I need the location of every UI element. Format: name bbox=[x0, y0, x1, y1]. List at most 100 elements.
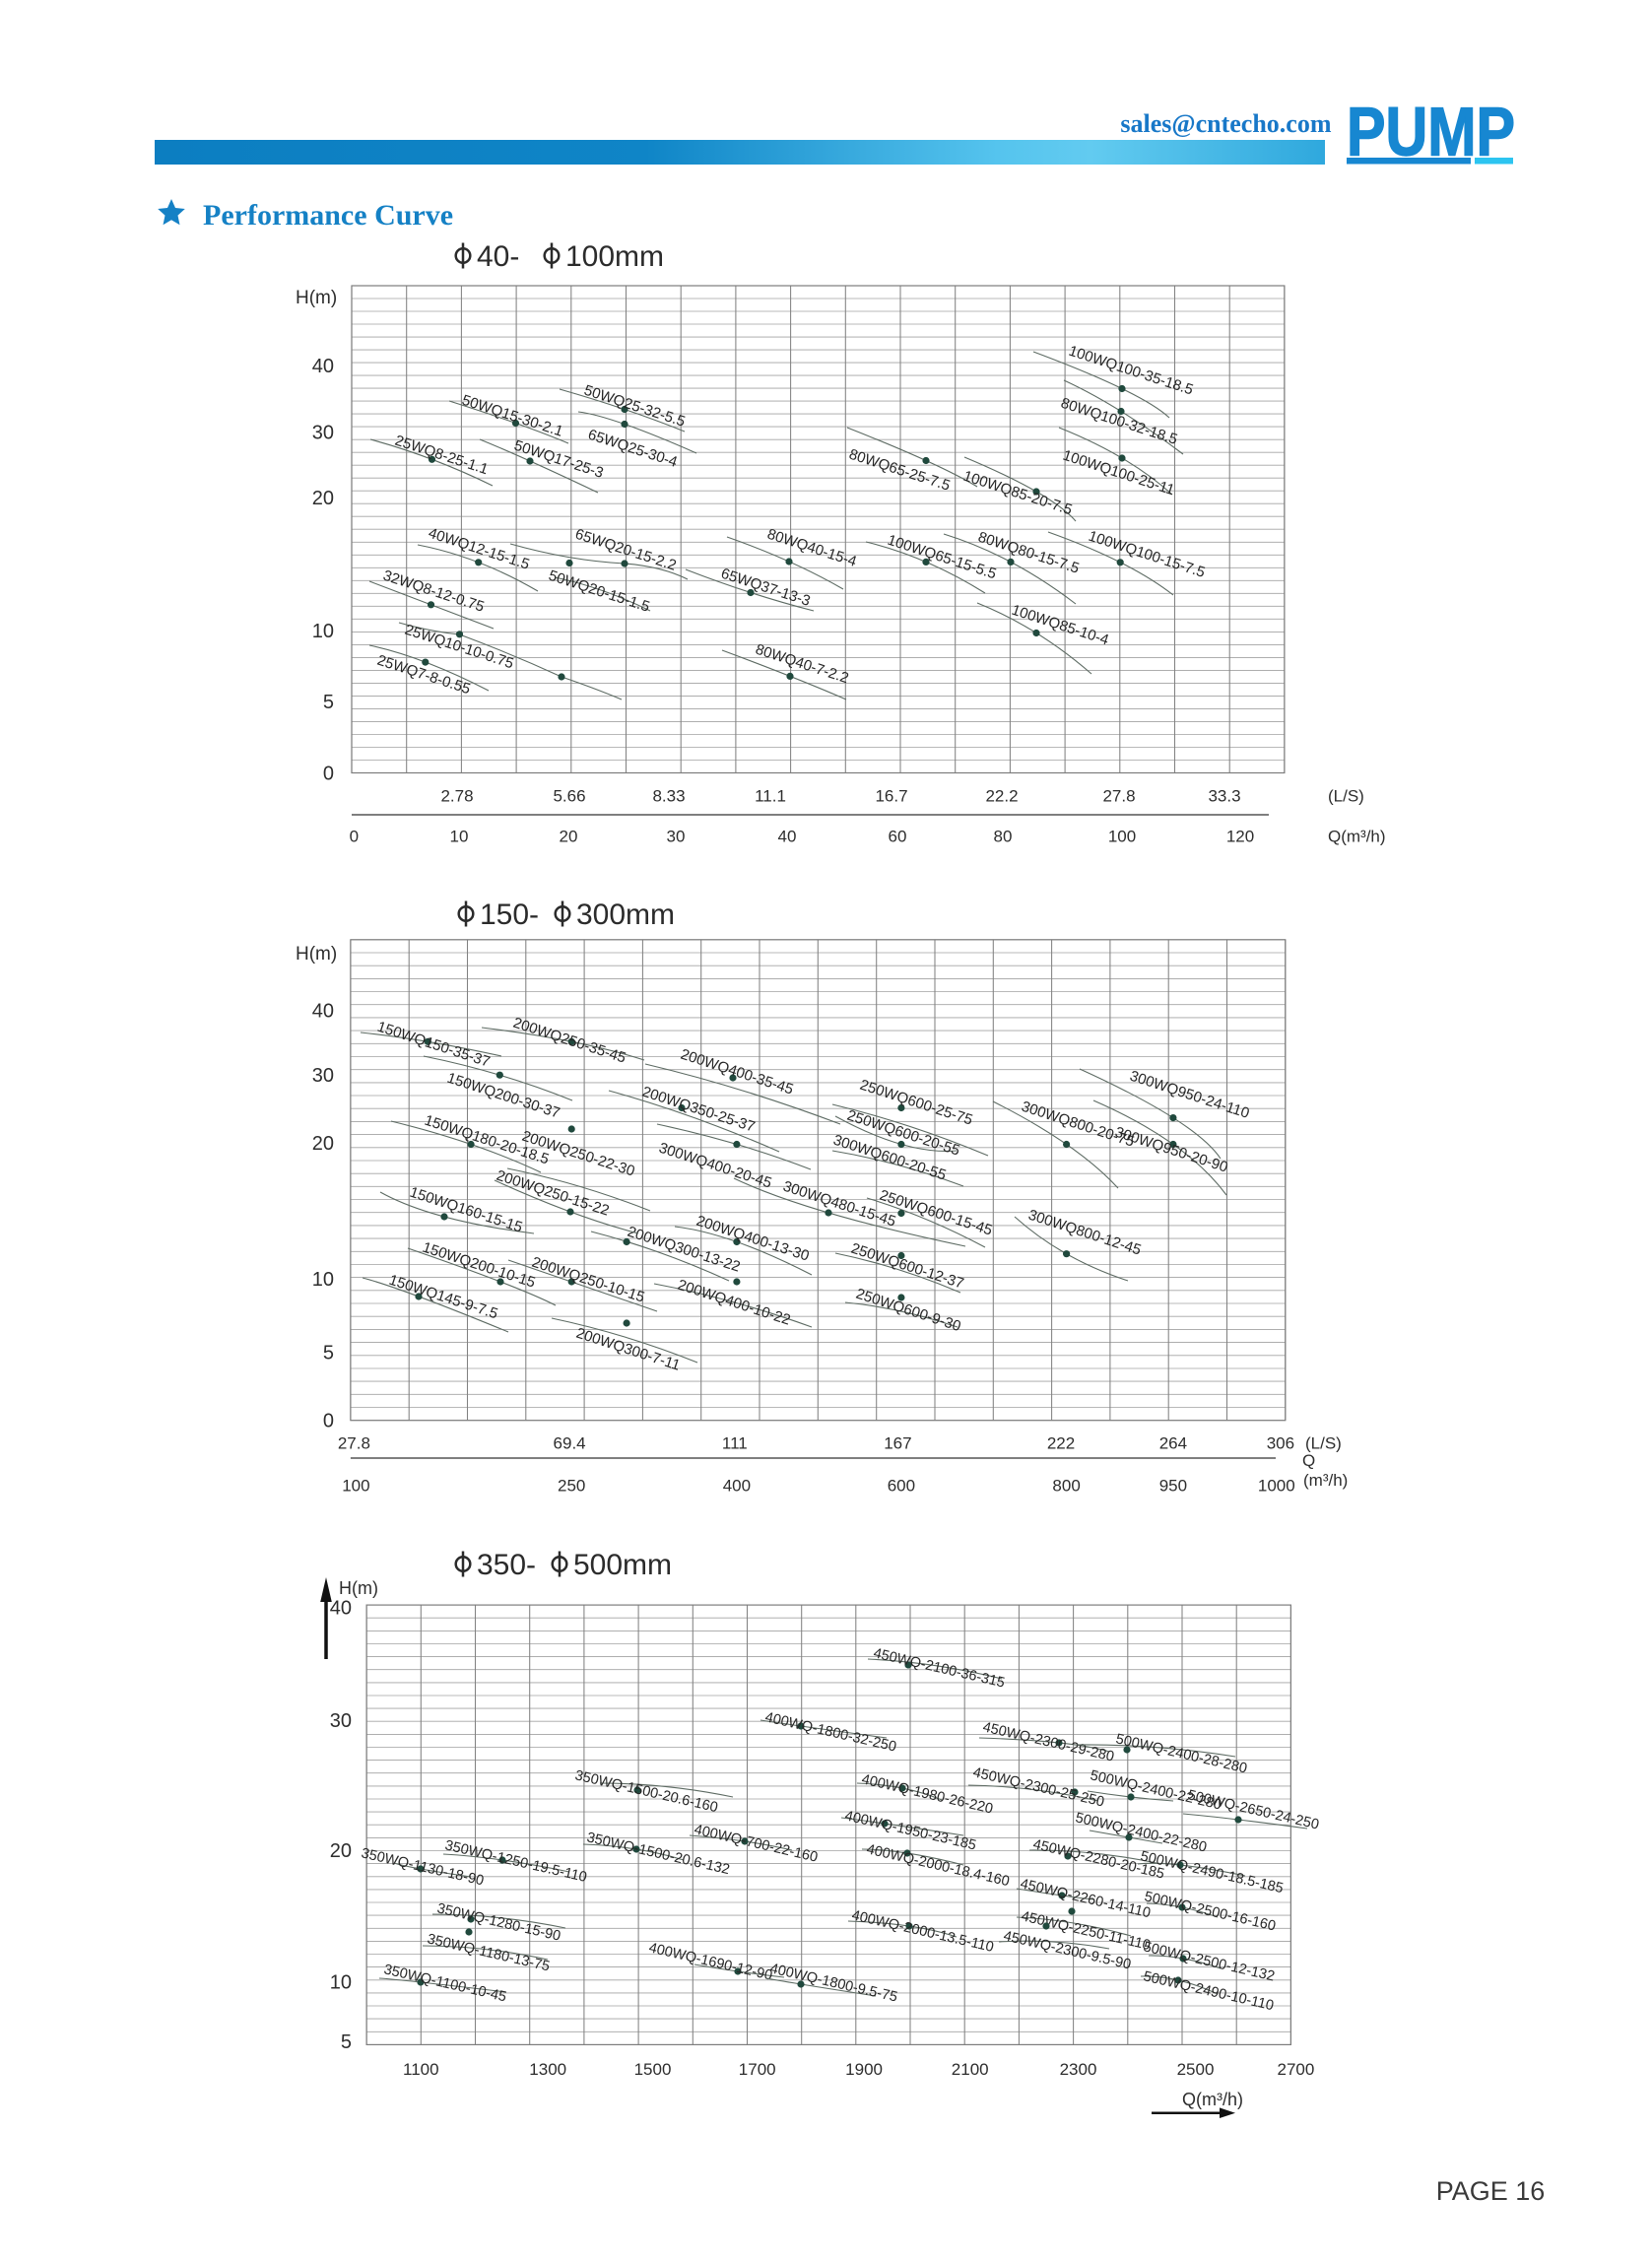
svg-text:250: 250 bbox=[558, 1476, 585, 1495]
svg-text:100WQ100-35-18.5: 100WQ100-35-18.5 bbox=[1067, 343, 1196, 399]
svg-text:1700: 1700 bbox=[739, 2060, 776, 2079]
svg-text:10: 10 bbox=[450, 828, 469, 846]
svg-text:100mm: 100mm bbox=[565, 240, 664, 273]
svg-text:25WQ8-25-1.1: 25WQ8-25-1.1 bbox=[393, 433, 491, 479]
svg-text:150WQ200-10-15: 150WQ200-10-15 bbox=[421, 1239, 538, 1292]
svg-text:(m³/h): (m³/h) bbox=[1303, 1471, 1348, 1490]
svg-text:40: 40 bbox=[312, 356, 334, 377]
svg-text:80WQ65-25-7.5: 80WQ65-25-7.5 bbox=[847, 446, 953, 495]
svg-text:2700: 2700 bbox=[1277, 2060, 1314, 2079]
svg-text:5: 5 bbox=[341, 2031, 352, 2053]
svg-text:1300: 1300 bbox=[529, 2060, 566, 2079]
svg-text:300mm: 300mm bbox=[576, 899, 675, 931]
svg-text:50WQ15-30-2.1: 50WQ15-30-2.1 bbox=[460, 392, 565, 440]
svg-text:300WQ950-24-110: 300WQ950-24-110 bbox=[1128, 1068, 1252, 1122]
svg-text:100WQ85-10-4: 100WQ85-10-4 bbox=[1010, 602, 1111, 649]
svg-text:65WQ37-13-3: 65WQ37-13-3 bbox=[719, 566, 813, 610]
svg-text:2100: 2100 bbox=[952, 2060, 989, 2079]
svg-text:Performance Curve: Performance Curve bbox=[203, 199, 453, 232]
svg-text:25WQ7-8-0.55: 25WQ7-8-0.55 bbox=[375, 652, 473, 699]
svg-text:264: 264 bbox=[1159, 1434, 1187, 1453]
svg-text:30: 30 bbox=[667, 828, 686, 846]
svg-text:22.2: 22.2 bbox=[985, 787, 1018, 806]
svg-text:150-: 150- bbox=[480, 899, 539, 931]
svg-text:400WQ-1800-32-250: 400WQ-1800-32-250 bbox=[763, 1709, 897, 1755]
svg-text:69.4: 69.4 bbox=[554, 1434, 586, 1453]
svg-text:200WQ250-15-22: 200WQ250-15-22 bbox=[495, 1167, 612, 1220]
svg-text:100: 100 bbox=[1108, 828, 1136, 846]
svg-text:400WQ-1800-9.5-75: 400WQ-1800-9.5-75 bbox=[768, 1961, 898, 2005]
svg-text:350WQ-1500-20.6-160: 350WQ-1500-20.6-160 bbox=[573, 1767, 719, 1816]
svg-text:200WQ300-7-11: 200WQ300-7-11 bbox=[574, 1325, 683, 1374]
svg-text:PAGE 16: PAGE 16 bbox=[1436, 2176, 1546, 2206]
svg-text:1900: 1900 bbox=[845, 2060, 883, 2079]
svg-text:1000: 1000 bbox=[1258, 1476, 1295, 1495]
svg-text:Q(m³/h): Q(m³/h) bbox=[1182, 2090, 1243, 2109]
svg-text:30: 30 bbox=[312, 423, 334, 444]
svg-text:500WQ-2400-28-280: 500WQ-2400-28-280 bbox=[1114, 1731, 1248, 1776]
svg-text:33.3: 33.3 bbox=[1208, 787, 1240, 806]
svg-text:80WQ40-15-4: 80WQ40-15-4 bbox=[765, 526, 859, 570]
svg-text:150WQ145-9-7.5: 150WQ145-9-7.5 bbox=[387, 1272, 500, 1323]
svg-text:350-: 350- bbox=[477, 1549, 536, 1581]
svg-text:20: 20 bbox=[312, 1133, 334, 1155]
svg-text:60: 60 bbox=[889, 828, 907, 846]
svg-text:80WQ100-32-18.5: 80WQ100-32-18.5 bbox=[1059, 395, 1180, 448]
svg-text:450WQ-2100-36-315: 450WQ-2100-36-315 bbox=[872, 1645, 1006, 1691]
svg-text:0: 0 bbox=[323, 1411, 334, 1432]
svg-text:400WQ-1690-12-90: 400WQ-1690-12-90 bbox=[647, 1940, 773, 1983]
svg-text:150WQ160-15-15: 150WQ160-15-15 bbox=[408, 1184, 525, 1236]
svg-text:950: 950 bbox=[1159, 1476, 1187, 1495]
svg-text:27.8: 27.8 bbox=[1102, 787, 1135, 806]
svg-text:1500: 1500 bbox=[634, 2060, 672, 2079]
svg-text:250WQ600-9-30: 250WQ600-9-30 bbox=[854, 1286, 963, 1335]
svg-text:80: 80 bbox=[994, 828, 1013, 846]
svg-text:H(m): H(m) bbox=[339, 1578, 378, 1598]
svg-text:400WQ-2000-13.5-110: 400WQ-2000-13.5-110 bbox=[850, 1907, 995, 1956]
svg-text:10: 10 bbox=[312, 1269, 334, 1291]
svg-text:2500: 2500 bbox=[1177, 2060, 1215, 2079]
svg-text:306: 306 bbox=[1267, 1434, 1294, 1453]
svg-text:Q(m³/h): Q(m³/h) bbox=[1328, 828, 1386, 846]
svg-text:500WQ-2500-16-160: 500WQ-2500-16-160 bbox=[1143, 1889, 1277, 1934]
svg-text:200WQ400-35-45: 200WQ400-35-45 bbox=[679, 1046, 796, 1098]
svg-text:150WQ150-35-37: 150WQ150-35-37 bbox=[375, 1019, 493, 1071]
svg-text:111: 111 bbox=[722, 1434, 748, 1453]
svg-text:80WQ40-7-2.2: 80WQ40-7-2.2 bbox=[754, 641, 851, 688]
svg-text:30: 30 bbox=[330, 1710, 352, 1732]
svg-text:120: 120 bbox=[1226, 828, 1254, 846]
svg-text:10: 10 bbox=[330, 1972, 352, 1994]
svg-text:300WQ480-15-45: 300WQ480-15-45 bbox=[781, 1178, 898, 1231]
svg-text:20: 20 bbox=[560, 828, 578, 846]
svg-text:40: 40 bbox=[312, 1001, 334, 1023]
svg-text:167: 167 bbox=[884, 1434, 911, 1453]
svg-text:450WQ-2300-29-280: 450WQ-2300-29-280 bbox=[981, 1719, 1115, 1764]
svg-text:350WQ-1100-10-45: 350WQ-1100-10-45 bbox=[382, 1962, 507, 2005]
svg-text:200WQ350-25-37: 200WQ350-25-37 bbox=[640, 1084, 758, 1136]
svg-text:400WQ-2000-18.4-160: 400WQ-2000-18.4-160 bbox=[865, 1841, 1011, 1890]
svg-text:50WQ20-15-1.5: 50WQ20-15-1.5 bbox=[547, 567, 652, 616]
svg-text:600: 600 bbox=[888, 1476, 915, 1495]
svg-text:11.1: 11.1 bbox=[755, 787, 786, 806]
svg-text:(L/S): (L/S) bbox=[1328, 787, 1364, 806]
svg-text:0: 0 bbox=[323, 764, 334, 785]
svg-text:2.78: 2.78 bbox=[440, 787, 473, 806]
svg-text:10: 10 bbox=[312, 621, 334, 642]
svg-text:500WQ-2400-22-280: 500WQ-2400-22-280 bbox=[1074, 1810, 1208, 1855]
svg-text:100WQ85-20-7.5: 100WQ85-20-7.5 bbox=[961, 468, 1075, 519]
svg-text:400: 400 bbox=[723, 1476, 751, 1495]
svg-text:200WQ250-10-15: 200WQ250-10-15 bbox=[530, 1254, 647, 1306]
svg-text:50WQ25-32-5.5: 50WQ25-32-5.5 bbox=[582, 382, 688, 431]
svg-text:250WQ600-12-37: 250WQ600-12-37 bbox=[849, 1240, 966, 1293]
svg-text:(L/S): (L/S) bbox=[1305, 1434, 1342, 1453]
svg-text:300WQ800-12-45: 300WQ800-12-45 bbox=[1026, 1207, 1144, 1259]
svg-text:800: 800 bbox=[1052, 1476, 1080, 1495]
svg-text:5: 5 bbox=[323, 692, 334, 713]
svg-text:40WQ12-15-1.5: 40WQ12-15-1.5 bbox=[427, 525, 532, 573]
svg-text:40: 40 bbox=[330, 1597, 352, 1619]
svg-text:20: 20 bbox=[312, 488, 334, 509]
svg-text:40: 40 bbox=[778, 828, 797, 846]
svg-text:Q: Q bbox=[1302, 1451, 1315, 1470]
svg-text:16.7: 16.7 bbox=[875, 787, 907, 806]
svg-text:200WQ400-10-22: 200WQ400-10-22 bbox=[676, 1277, 793, 1329]
